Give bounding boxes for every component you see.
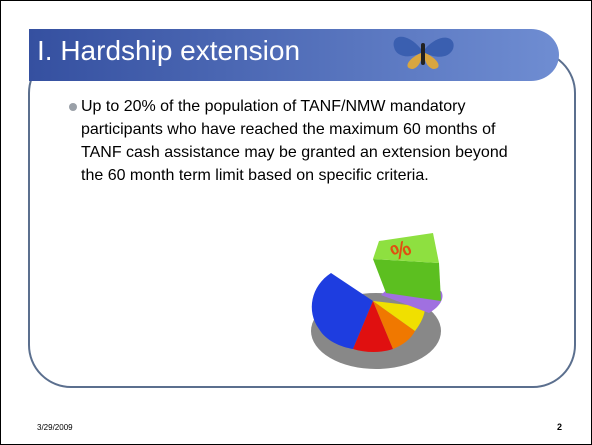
slide-title: I. Hardship extension xyxy=(37,34,300,68)
bullet-item: Up to 20% of the population of TANF/NMW … xyxy=(69,95,519,187)
pie-clipart: % xyxy=(311,233,443,369)
bullet-text: Up to 20% of the population of TANF/NMW … xyxy=(81,95,519,187)
bullet-dot xyxy=(69,103,77,111)
page-number: 2 xyxy=(557,422,562,432)
footer-date: 3/29/2009 xyxy=(37,423,73,432)
slide: % I. Hardship extension Up to 20% of the… xyxy=(0,0,592,445)
